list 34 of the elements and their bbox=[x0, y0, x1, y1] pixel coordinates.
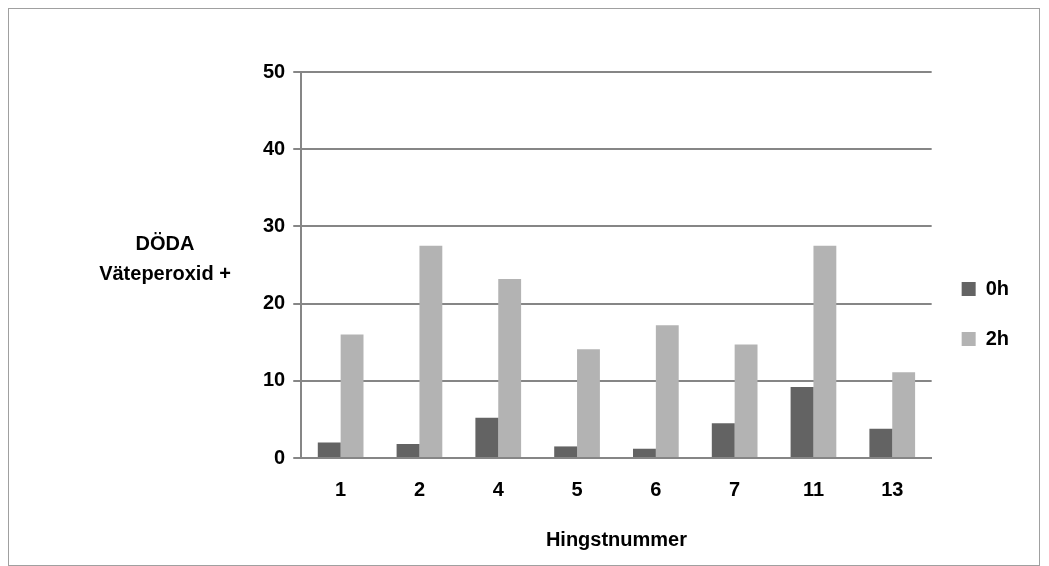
bar bbox=[813, 245, 837, 457]
bar bbox=[711, 423, 735, 457]
bar bbox=[577, 349, 600, 457]
legend-label: 0h bbox=[985, 276, 1009, 299]
y-tick-label: 0 bbox=[274, 445, 286, 468]
bar bbox=[869, 428, 893, 457]
bar bbox=[340, 334, 364, 457]
bar bbox=[655, 325, 679, 457]
bar bbox=[498, 278, 522, 457]
x-tick-label: 11 bbox=[802, 477, 825, 500]
y-tick-label: 20 bbox=[263, 291, 286, 314]
bar bbox=[396, 444, 420, 457]
bar bbox=[790, 386, 814, 457]
x-tick-label: 6 bbox=[650, 477, 662, 500]
bar bbox=[892, 372, 916, 457]
bar bbox=[317, 442, 341, 457]
x-axis-title: Hingstnummer bbox=[545, 527, 688, 550]
x-tick-label: 4 bbox=[492, 477, 505, 500]
bar bbox=[554, 446, 578, 457]
y-tick-label: 40 bbox=[263, 136, 286, 159]
x-tick-label: 5 bbox=[571, 477, 583, 500]
y-tick-label: 30 bbox=[263, 213, 286, 236]
x-tick-label: 1 bbox=[335, 477, 347, 500]
x-tick-label: 7 bbox=[729, 477, 741, 500]
legend-label: 2h bbox=[985, 326, 1009, 349]
x-tick-label: 13 bbox=[881, 477, 904, 500]
x-tick-label: 2 bbox=[413, 477, 426, 500]
bar bbox=[633, 448, 656, 457]
y-tick-label: 10 bbox=[263, 368, 286, 391]
bar bbox=[475, 417, 499, 457]
y-axis-title: DÖDA Väteperoxid + bbox=[98, 231, 232, 286]
y-tick-label: 50 bbox=[263, 59, 286, 82]
bar bbox=[734, 344, 758, 457]
bar bbox=[419, 245, 443, 457]
